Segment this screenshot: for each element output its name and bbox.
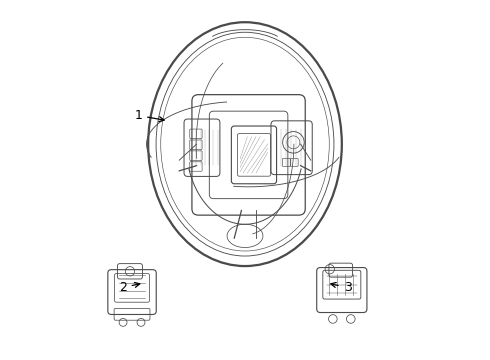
Text: 2: 2 [119,281,140,294]
Text: 1: 1 [134,109,164,122]
Text: 3: 3 [331,281,351,294]
